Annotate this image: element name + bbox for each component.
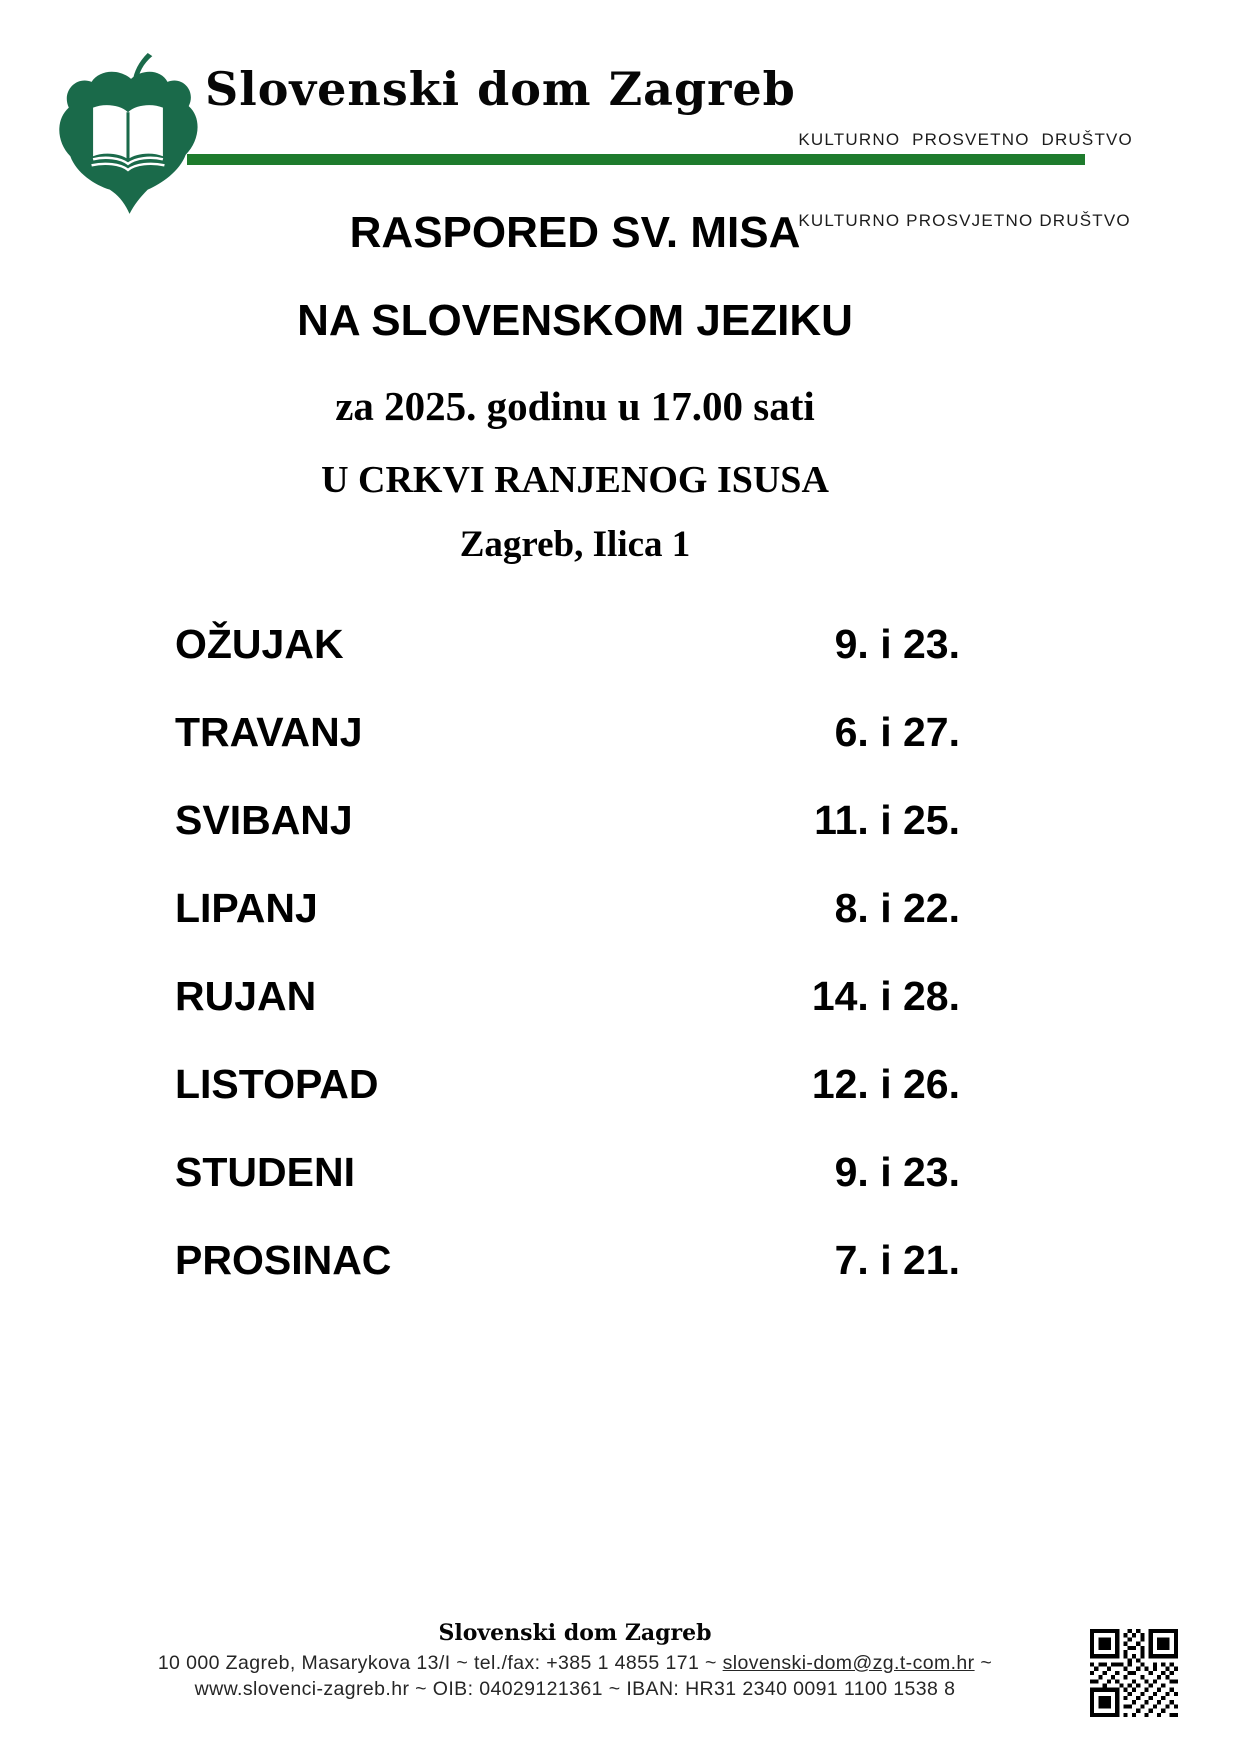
dates-value: 6. i 27. [834, 708, 960, 755]
org-subtitle-line1: KULTURNO PROSVETNO DRUŠTVO [798, 130, 1133, 149]
org-subtitle: KULTURNO PROSVETNO DRUŠTVO KULTURNO PROS… [798, 72, 1133, 288]
month-label: SVIBANJ [175, 796, 353, 843]
schedule-row: LIPANJ 8. i 22. [175, 864, 960, 952]
schedule-row: RUJAN 14. i 28. [175, 952, 960, 1040]
page-title-line1: RASPORED SV. MISA [349, 208, 801, 257]
header-divider [187, 154, 1085, 165]
footer-line1-tail: ~ [974, 1652, 993, 1674]
schedule-row: TRAVANJ 6. i 27. [175, 688, 960, 776]
schedule-row: PROSINAC 7. i 21. [175, 1216, 960, 1304]
month-label: LIPANJ [175, 884, 318, 931]
dates-value: 11. i 25. [814, 796, 960, 843]
dates-value: 9. i 23. [834, 1148, 960, 1195]
dates-value: 14. i 28. [811, 972, 960, 1019]
mass-schedule-list: OŽUJAK 9. i 23. TRAVANJ 6. i 27. SVIBANJ… [175, 600, 960, 1304]
subtitle-year-time: za 2025. godinu u 17.00 sati [335, 383, 815, 429]
subtitle-church: U CRKVI RANJENOG ISUSA [321, 459, 829, 501]
footer-org-title: Slovenski dom Zagreb [438, 1620, 712, 1646]
subtitle-address: Zagreb, Ilica 1 [459, 524, 691, 565]
month-label: PROSINAC [175, 1236, 392, 1283]
footer-web-oib-iban-line: www.slovenci-zagreb.hr ~ OIB: 0402912136… [194, 1678, 956, 1700]
month-label: STUDENI [175, 1148, 355, 1195]
dates-value: 9. i 23. [834, 620, 960, 667]
schedule-row: OŽUJAK 9. i 23. [175, 600, 960, 688]
footer: Slovenski dom Zagreb 10 000 Zagreb, Masa… [150, 1620, 1000, 1702]
footer-address-phone: 10 000 Zagreb, Masarykova 13/I ~ tel./fa… [157, 1652, 723, 1674]
leaf-book-logo-icon [52, 50, 204, 220]
schedule-row: STUDENI 9. i 23. [175, 1128, 960, 1216]
schedule-row: SVIBANJ 11. i 25. [175, 776, 960, 864]
month-label: LISTOPAD [175, 1060, 379, 1107]
month-label: OŽUJAK [175, 620, 344, 667]
footer-email-link[interactable]: slovenski-dom@zg.t-com.hr [722, 1652, 975, 1674]
schedule-row: LISTOPAD 12. i 26. [175, 1040, 960, 1128]
dates-value: 12. i 26. [811, 1060, 960, 1107]
dates-value: 7. i 21. [834, 1236, 960, 1283]
month-label: TRAVANJ [175, 708, 363, 755]
dates-value: 8. i 22. [834, 884, 960, 931]
month-label: RUJAN [175, 972, 317, 1019]
footer-contact-line: 10 000 Zagreb, Masarykova 13/I ~ tel./fa… [150, 1650, 1000, 1676]
org-subtitle-line2: KULTURNO PROSVJETNO DRUŠTVO [798, 211, 1131, 230]
page-title-line2: NA SLOVENSKOM JEZIKU [297, 296, 853, 345]
org-title: Slovenski dom Zagreb [205, 62, 796, 116]
qr-code [1090, 1628, 1178, 1718]
